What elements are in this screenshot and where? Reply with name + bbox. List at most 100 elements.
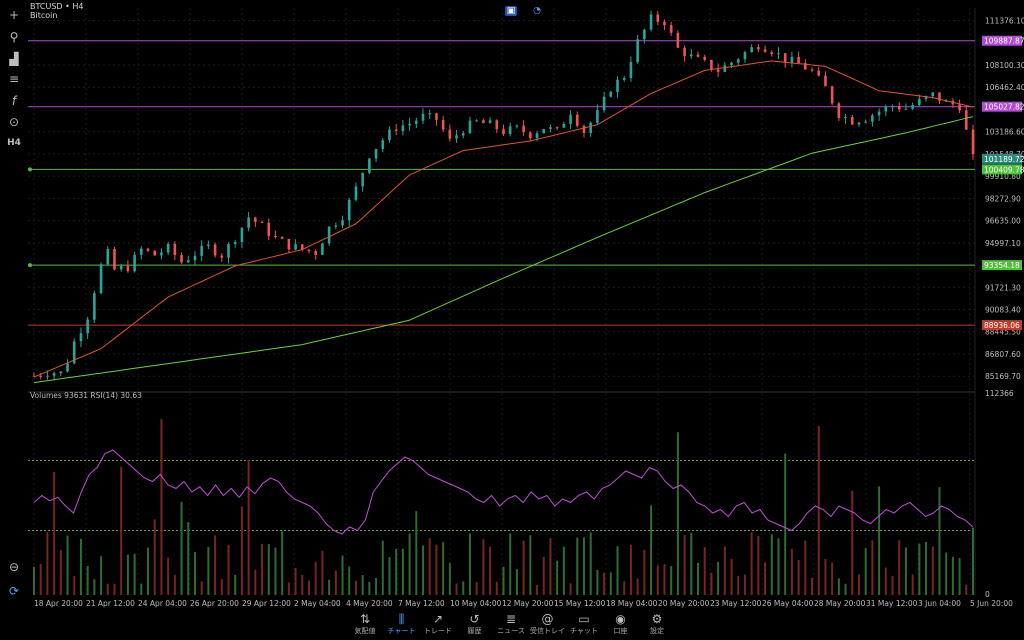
candle-body — [468, 120, 472, 134]
price-marker — [982, 101, 1022, 112]
candle-body — [891, 106, 894, 108]
time-axis-label: 7 May 12:00 — [398, 599, 445, 608]
volume-bar — [455, 583, 458, 595]
price-marker — [982, 320, 1022, 331]
chart-canvas[interactable]: 111376.10108100.30106462.40103186.601015… — [0, 0, 1024, 610]
nav-item[interactable]: ⚙ 設定 — [635, 612, 679, 636]
candle-body — [529, 132, 532, 139]
candle-body — [636, 39, 639, 63]
volume-bar — [898, 540, 901, 595]
volume-bar — [891, 576, 894, 595]
volume-bar — [616, 546, 619, 595]
objects-icon[interactable]: ▟ — [9, 52, 19, 66]
sync-icon[interactable]: ⟳ — [8, 584, 20, 598]
nav-item-label: 設定 — [650, 627, 664, 635]
candle-body — [609, 92, 613, 97]
volume-bar — [375, 577, 378, 595]
time-axis-label: 21 Apr 12:00 — [86, 599, 135, 608]
volume-bar — [33, 566, 35, 595]
volume-bar — [381, 540, 384, 595]
volume-bar — [489, 546, 492, 595]
volume-bar — [422, 545, 425, 595]
time-axis-label: 26 Apr 20:00 — [190, 599, 239, 608]
nav-item[interactable]: ↺ 履歴 — [453, 612, 497, 636]
trend-icon: ↗ — [432, 612, 444, 626]
volume-bar — [307, 580, 310, 595]
volume-bar — [609, 572, 612, 595]
candle-body — [106, 249, 110, 265]
candle-body — [354, 186, 358, 200]
candle-body — [871, 115, 874, 122]
time-axis-label: 18 May 04:00 — [606, 599, 658, 608]
candle-body — [294, 244, 297, 250]
chat-icon: ▭ — [578, 612, 590, 626]
candle-body — [515, 125, 519, 127]
volume-bar — [884, 567, 887, 595]
nav-item[interactable]: @ 受信トレイ — [526, 612, 570, 636]
candle-body — [247, 217, 250, 228]
candle-body — [663, 21, 666, 26]
volume-bar — [261, 543, 264, 595]
candle-body — [86, 319, 89, 334]
candle-body — [327, 226, 331, 244]
volume-bar — [764, 562, 767, 595]
volume-bar — [925, 541, 928, 595]
volume-bar — [918, 543, 921, 595]
candle-body — [804, 62, 807, 70]
function-icon[interactable]: f — [11, 94, 17, 108]
volume-bar — [408, 533, 411, 595]
candle-body — [321, 243, 324, 255]
volume-axis-bottom: 0 — [985, 590, 990, 599]
candle-body — [408, 123, 411, 126]
volume-bar — [576, 537, 579, 595]
nav-item[interactable]: ▭ チャット — [562, 612, 606, 636]
volume-bar — [281, 531, 284, 595]
candle-body — [569, 114, 572, 124]
candle-body — [267, 222, 271, 236]
candle-body — [435, 113, 438, 120]
candle-body — [850, 116, 854, 125]
clock-icon[interactable]: ◔ — [533, 6, 541, 16]
level-handle — [28, 167, 32, 172]
volume-bar — [435, 544, 438, 595]
nav-item[interactable]: ≣ ニュース — [489, 612, 533, 636]
candle-body — [730, 62, 733, 66]
crosshair-icon[interactable]: + — [8, 8, 20, 22]
candle-body — [897, 106, 901, 110]
price-marker-label: 101189.72 — [984, 155, 1024, 164]
volume-bar — [187, 522, 190, 595]
nav-item[interactable]: ↗ トレード — [416, 612, 460, 636]
indicator-label: Volumes 93631 RSI(14) 30.63 — [30, 391, 142, 400]
zoom-icon[interactable]: ⊖ — [8, 560, 20, 574]
candle-body — [924, 96, 928, 99]
indicator-icon[interactable]: ⚲ — [9, 30, 19, 44]
nav-item[interactable]: ◉ 口座 — [599, 612, 643, 636]
volume-bar — [220, 579, 223, 595]
candle-body — [710, 59, 713, 70]
candle-body — [616, 79, 619, 93]
time-axis-label: 3 Jun 04:00 — [918, 599, 961, 608]
volume-bar — [670, 566, 673, 595]
nav-item[interactable]: ⫼ チャート — [380, 612, 424, 636]
candle-body — [180, 255, 183, 263]
timeframe-icon[interactable]: H4 — [7, 138, 21, 148]
history-icon: ↺ — [469, 612, 480, 626]
link-icon[interactable]: ⊙ — [8, 115, 20, 129]
candle-body — [146, 248, 150, 251]
candle-body — [877, 111, 881, 116]
volume-bar — [388, 557, 391, 595]
volume-bar — [287, 582, 290, 595]
nav-item[interactable]: ⇅ 気配値 — [343, 612, 387, 636]
candle-body — [274, 235, 277, 238]
volume-bar — [958, 558, 961, 595]
settings-sliders-icon[interactable]: ≡ — [8, 72, 20, 86]
candle-body — [361, 172, 364, 187]
candle-body — [703, 56, 707, 60]
price-axis-label: 108100.30 — [985, 61, 1024, 70]
flag-icon[interactable]: ▣ — [505, 6, 517, 16]
volume-bar — [193, 552, 196, 595]
candle-body — [79, 333, 83, 342]
candle-body — [837, 103, 841, 119]
volume-bar — [368, 581, 371, 595]
candle-body — [193, 255, 197, 261]
